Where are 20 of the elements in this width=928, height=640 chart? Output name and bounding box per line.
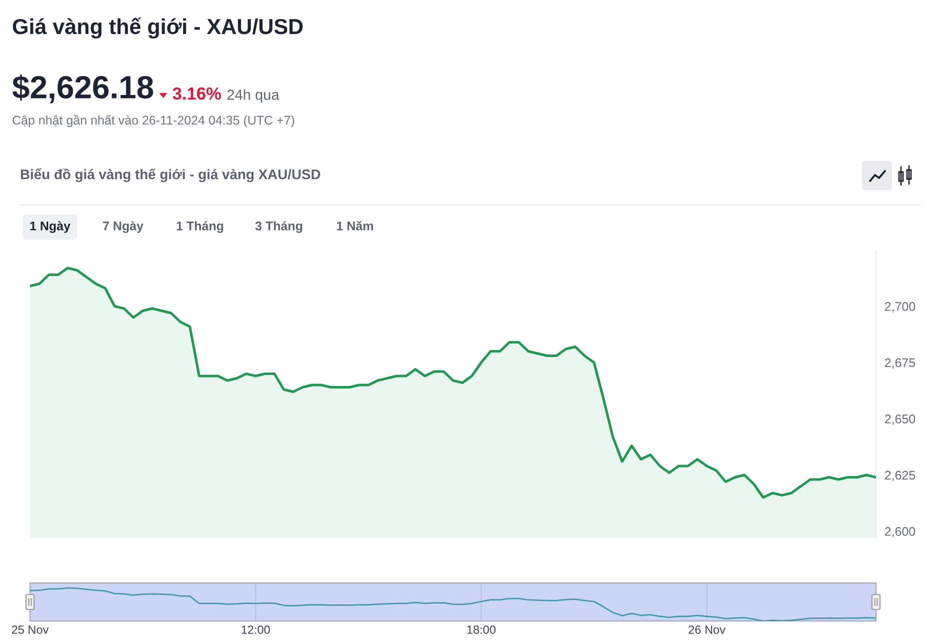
text: 24h qua <box>227 89 280 103</box>
text: 3 Tháng <box>255 221 302 233</box>
x-tick-label: 12:00 <box>242 625 270 634</box>
x-tick-label: 26 Nov <box>688 625 726 634</box>
chart-subtitle: Biểu đồ giá vàng thế giới - giá vàng XAU/USD <box>20 168 320 182</box>
y-tick-label: 2,625 <box>884 470 916 482</box>
text: 1 Tháng <box>176 221 224 233</box>
y-tick-label: 2,650 <box>884 414 916 425</box>
text: 7 Ngày <box>103 221 144 233</box>
text: 1 Ngày <box>30 221 70 233</box>
text: Cập nhật gần nhất vào 26-11-2024 04:35 (UTC +7) <box>12 114 294 128</box>
x-tick-label: 18:00 <box>467 625 496 634</box>
x-tick-label: 25 Nov <box>12 625 49 634</box>
text: 3.16% <box>172 87 222 100</box>
chart-title: Giá vàng thế giới - XAU/USD <box>12 17 303 39</box>
text: 1 Năm <box>337 221 373 230</box>
y-tick-label: 2,675 <box>884 358 916 369</box>
y-tick-label: 2,700 <box>884 302 916 312</box>
text: $2,626.18 <box>12 74 154 104</box>
y-tick-label: 2,600 <box>884 527 916 538</box>
